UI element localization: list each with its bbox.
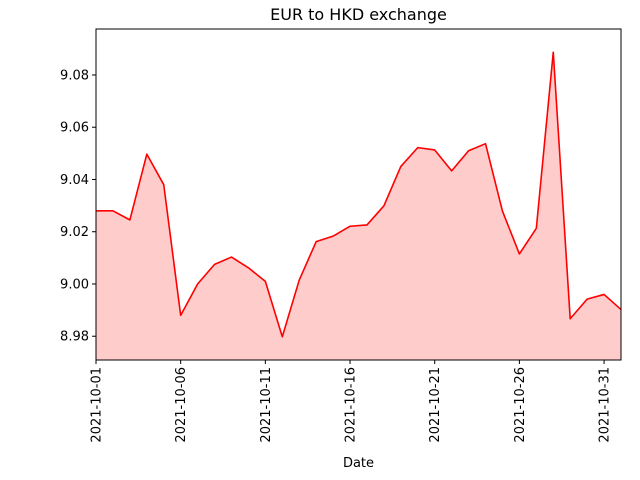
x-tick-label: 2021-10-21 xyxy=(428,367,443,443)
data-point xyxy=(196,282,200,286)
y-tick-label: 9.00 xyxy=(60,277,89,292)
area-fill xyxy=(96,52,621,360)
data-point xyxy=(382,204,386,208)
data-point xyxy=(297,278,301,282)
data-point xyxy=(331,234,335,238)
data-point xyxy=(517,252,521,256)
x-tick-label: 2021-10-16 xyxy=(344,367,359,443)
data-point xyxy=(467,149,471,153)
y-axis: 8.98 9.00 9.02 9.04 9.06 9.08 xyxy=(60,68,96,345)
data-point xyxy=(213,262,217,266)
y-tick-label: 9.04 xyxy=(60,173,89,188)
x-tick-label: 2021-10-26 xyxy=(513,367,528,443)
x-tick-label: 2021-10-06 xyxy=(174,367,189,443)
data-point xyxy=(568,317,572,321)
y-tick-label: 9.02 xyxy=(60,225,89,240)
y-tick-label: 9.06 xyxy=(60,121,89,136)
y-tick-label: 9.08 xyxy=(60,68,89,83)
data-point xyxy=(162,183,166,187)
data-point xyxy=(551,50,555,54)
x-axis-label: Date xyxy=(343,456,374,471)
x-tick-label: 2021-10-11 xyxy=(259,367,274,443)
x-tick-label: 2021-10-01 xyxy=(90,367,105,443)
data-point xyxy=(229,255,233,259)
data-point xyxy=(280,335,284,339)
data-point xyxy=(365,223,369,227)
data-point xyxy=(263,279,267,283)
data-point xyxy=(534,226,538,230)
plot-area xyxy=(96,51,622,360)
x-axis: 2021-10-01 2021-10-06 2021-10-11 2021-10-16… xyxy=(90,360,613,443)
data-point xyxy=(602,292,606,296)
data-point xyxy=(128,218,132,222)
data-point xyxy=(433,148,437,152)
series-line xyxy=(96,51,622,338)
data-point xyxy=(399,164,403,168)
data-point xyxy=(348,224,352,228)
data-point xyxy=(484,142,488,146)
y-tick-label: 8.98 xyxy=(60,330,89,345)
data-point xyxy=(179,313,183,317)
data-point xyxy=(450,169,454,173)
data-point xyxy=(145,152,149,156)
data-point xyxy=(111,209,115,213)
data-point xyxy=(246,266,250,270)
chart-title: EUR to HKD exchange xyxy=(270,5,447,24)
data-point xyxy=(585,297,589,301)
plot-frame xyxy=(95,28,622,361)
data-point xyxy=(500,209,504,213)
data-point xyxy=(314,240,318,244)
x-tick-label: 2021-10-31 xyxy=(598,367,613,443)
data-point xyxy=(416,146,420,150)
